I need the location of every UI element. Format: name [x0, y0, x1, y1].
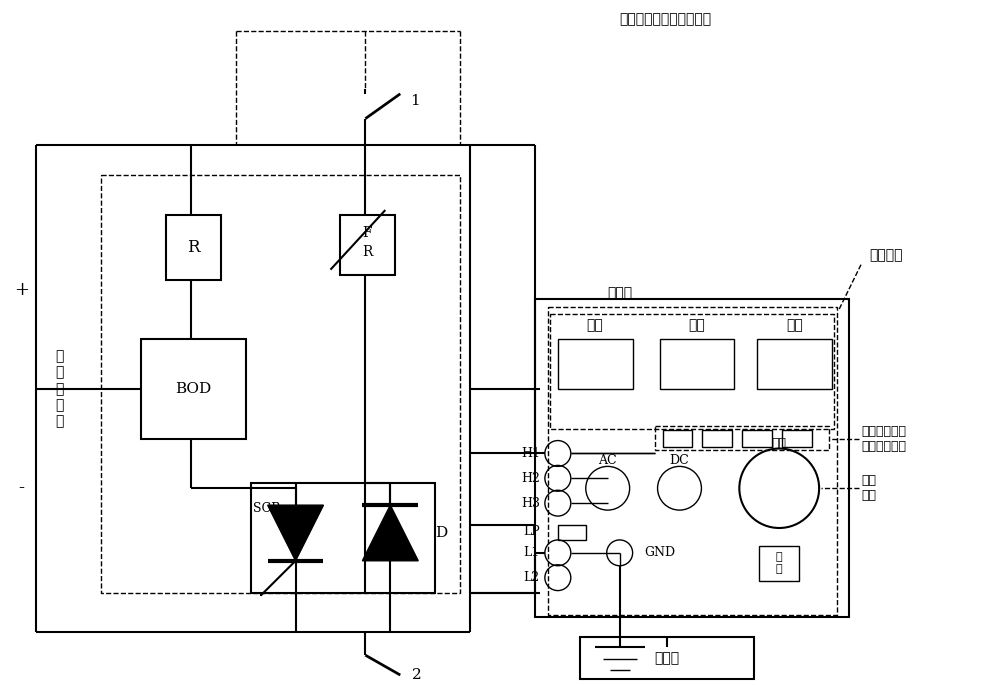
- Bar: [558, 339, 633, 389]
- Bar: [251, 484, 435, 593]
- Text: 示波器: 示波器: [654, 651, 679, 665]
- Text: SCR: SCR: [253, 501, 281, 514]
- Text: 发
电
机
转
子: 发 电 机 转 子: [55, 349, 63, 428]
- Bar: [548, 308, 837, 615]
- Polygon shape: [362, 505, 418, 561]
- Text: 电压: 电压: [786, 319, 803, 332]
- Bar: [759, 546, 799, 581]
- Text: H3: H3: [521, 497, 540, 510]
- Text: BOD: BOD: [175, 382, 211, 396]
- Bar: [742, 429, 772, 447]
- Text: L1: L1: [524, 547, 540, 560]
- Polygon shape: [268, 505, 323, 561]
- Text: 1: 1: [410, 94, 420, 108]
- Bar: [558, 525, 586, 540]
- Bar: [340, 215, 395, 275]
- Bar: [757, 339, 832, 389]
- Bar: [550, 314, 834, 429]
- Text: 测试仪: 测试仪: [607, 286, 632, 301]
- Bar: [141, 339, 246, 438]
- Text: 电压
调节: 电压 调节: [861, 474, 876, 502]
- Text: 2: 2: [412, 668, 422, 682]
- Text: 时间: 时间: [586, 319, 603, 332]
- Text: H1: H1: [521, 447, 540, 460]
- Text: 输出显示: 输出显示: [869, 248, 902, 262]
- Bar: [660, 339, 734, 389]
- Text: LP: LP: [523, 525, 540, 538]
- Text: DC: DC: [670, 454, 689, 467]
- Bar: [655, 425, 829, 451]
- Text: +: +: [14, 281, 29, 299]
- Text: 电流: 电流: [688, 319, 705, 332]
- Text: AC: AC: [598, 454, 617, 467]
- Text: 旋钮: 旋钮: [772, 437, 787, 450]
- Text: 发电机转子过压灭磁回路: 发电机转子过压灭磁回路: [620, 12, 712, 26]
- Bar: [166, 215, 221, 279]
- Text: D: D: [435, 526, 447, 540]
- Bar: [702, 429, 732, 447]
- Bar: [782, 429, 812, 447]
- Text: 开
关: 开 关: [776, 552, 783, 573]
- Text: GND: GND: [645, 547, 676, 560]
- Bar: [535, 299, 849, 617]
- Text: R: R: [187, 239, 199, 256]
- Text: L2: L2: [524, 571, 540, 584]
- Bar: [663, 429, 692, 447]
- Text: F: F: [363, 226, 372, 240]
- Bar: [580, 637, 754, 679]
- Text: H2: H2: [521, 472, 540, 485]
- Text: -: -: [18, 479, 24, 497]
- Text: R: R: [362, 245, 373, 259]
- Text: 电流量程选择
交流直流切换: 电流量程选择 交流直流切换: [861, 425, 906, 453]
- Bar: [101, 175, 460, 593]
